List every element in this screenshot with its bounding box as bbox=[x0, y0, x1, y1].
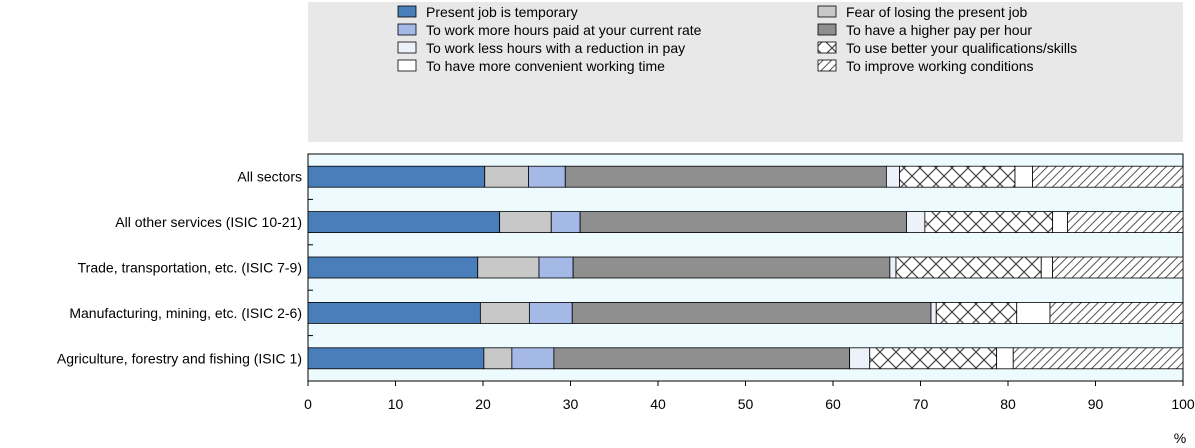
bar-segment bbox=[1032, 165, 1184, 188]
bar-segment bbox=[499, 211, 552, 234]
bars bbox=[307, 165, 1184, 370]
legend-swatch bbox=[397, 23, 417, 36]
category-label: All other services (ISIC 10-21) bbox=[115, 214, 302, 230]
bar-segment bbox=[307, 165, 486, 188]
bar-segment bbox=[579, 211, 907, 234]
bar-segment bbox=[1012, 347, 1184, 370]
legend-label: To improve working conditions bbox=[846, 58, 1034, 74]
y-axis: All sectors All other services (ISIC 10-2… bbox=[57, 169, 313, 366]
x-tick-label: 80 bbox=[1000, 396, 1016, 412]
legend-item: To improve working conditions bbox=[817, 58, 1034, 74]
bar-segment bbox=[924, 211, 1054, 234]
bar-segment bbox=[895, 256, 1042, 279]
bar-segment bbox=[564, 165, 887, 188]
x-tick-label: 0 bbox=[304, 396, 312, 412]
x-tick-label: 50 bbox=[738, 396, 754, 412]
legend-label: Present job is temporary bbox=[426, 4, 578, 20]
bar-segment bbox=[885, 165, 900, 188]
bar-segment bbox=[571, 301, 932, 324]
legend-label: To have more convenient working time bbox=[426, 58, 665, 74]
legend-item: To have a higher pay per hour bbox=[817, 22, 1032, 38]
legend-swatch bbox=[817, 59, 837, 72]
bar-segment bbox=[307, 211, 501, 234]
bar-segment bbox=[889, 256, 897, 279]
legend-swatch bbox=[817, 5, 837, 18]
bar-segment bbox=[1016, 301, 1051, 324]
legend-box bbox=[308, 2, 1183, 142]
legend-item: To use better your qualifications/skills bbox=[817, 40, 1077, 56]
bar-segment bbox=[1052, 256, 1184, 279]
bar-segment bbox=[538, 256, 574, 279]
bar-segment bbox=[1049, 301, 1184, 324]
bar-segment bbox=[935, 301, 1018, 324]
bar-segment bbox=[1040, 256, 1054, 279]
bar-segment bbox=[899, 165, 1016, 188]
bar-segment bbox=[553, 347, 851, 370]
bar-segment bbox=[869, 347, 998, 370]
legend-label: Fear of losing the present job bbox=[846, 4, 1028, 20]
bar-segment bbox=[484, 165, 529, 188]
legend-item: To work more hours paid at your current … bbox=[397, 22, 702, 38]
x-tick-label: 100 bbox=[1171, 396, 1195, 412]
bar-segment bbox=[572, 256, 891, 279]
legend-label: To work less hours with a reduction in p… bbox=[426, 40, 685, 56]
legend-swatch bbox=[397, 5, 417, 18]
legend: Present job is temporary To work more hou… bbox=[397, 4, 1077, 74]
x-unit-label: % bbox=[1174, 430, 1186, 446]
bar-segment bbox=[906, 211, 926, 234]
bar-segment bbox=[849, 347, 871, 370]
legend-label: To use better your qualifications/skills bbox=[846, 40, 1077, 56]
bar-segment bbox=[1014, 165, 1033, 188]
category-label: Manufacturing, mining, etc. (ISIC 2-6) bbox=[69, 305, 302, 321]
legend-item: Present job is temporary bbox=[397, 4, 578, 20]
bar-segment bbox=[511, 347, 555, 370]
x-tick-label: 70 bbox=[913, 396, 929, 412]
legend-item: To work less hours with a reduction in p… bbox=[397, 40, 685, 56]
legend-label: To work more hours paid at your current … bbox=[426, 22, 702, 38]
bar-segment bbox=[307, 256, 479, 279]
x-tick-label: 40 bbox=[650, 396, 666, 412]
bar-segment bbox=[477, 256, 540, 279]
x-tick-label: 60 bbox=[825, 396, 841, 412]
bar-segment bbox=[307, 347, 485, 370]
bar-segment bbox=[307, 301, 481, 324]
x-tick-label: 90 bbox=[1088, 396, 1104, 412]
bar-segment bbox=[528, 301, 573, 324]
x-axis: 0 10 20 30 40 50 60 70 80 90 100 bbox=[304, 381, 1195, 412]
legend-item: To have more convenient working time bbox=[397, 58, 665, 74]
legend-swatch bbox=[817, 41, 837, 54]
category-label: Trade, transportation, etc. (ISIC 7-9) bbox=[78, 260, 302, 276]
x-tick-label: 20 bbox=[475, 396, 491, 412]
bar-segment bbox=[930, 301, 937, 324]
legend-swatch bbox=[817, 23, 837, 36]
category-label: Agriculture, forestry and fishing (ISIC … bbox=[57, 350, 302, 366]
legend-swatch bbox=[397, 59, 417, 72]
x-tick-label: 10 bbox=[388, 396, 404, 412]
bar-segment bbox=[1052, 211, 1068, 234]
bar-segment bbox=[528, 165, 566, 188]
bar-segment bbox=[479, 301, 530, 324]
bar-segment bbox=[550, 211, 581, 234]
legend-swatch bbox=[397, 41, 417, 54]
x-tick-label: 30 bbox=[563, 396, 579, 412]
bar-segment bbox=[483, 347, 513, 370]
legend-item: Fear of losing the present job bbox=[817, 4, 1028, 20]
category-label: All sectors bbox=[237, 169, 302, 185]
bar-segment bbox=[1067, 211, 1184, 234]
legend-label: To have a higher pay per hour bbox=[846, 22, 1032, 38]
bar-segment bbox=[996, 347, 1014, 370]
